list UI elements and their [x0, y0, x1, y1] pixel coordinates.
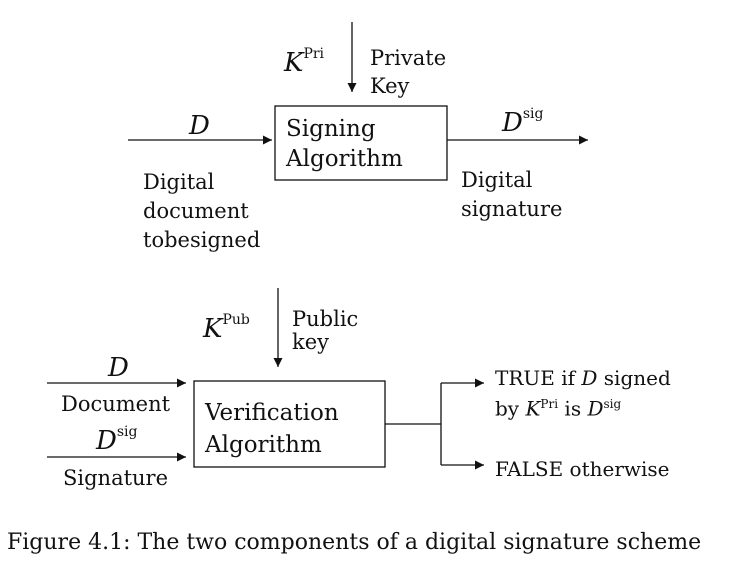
public-key-label-line1: Public — [292, 307, 359, 331]
signature-input-symbol: Dsig — [96, 424, 138, 456]
signing-output-symbol: Dsig — [502, 106, 544, 138]
signing-output-label-line1: Digital — [461, 168, 533, 192]
private-key-symbol: KPri — [284, 46, 325, 78]
verification-box-label-line1: Verification — [205, 400, 339, 426]
signing-input-label-line1: Digital — [143, 170, 215, 194]
signing-box-label-line1: Signing — [286, 116, 376, 142]
public-key-symbol: KPub — [203, 312, 250, 344]
document-input-symbol: D — [108, 353, 129, 383]
public-key-label-line2: key — [292, 330, 330, 354]
private-key-label-line1: Private — [370, 46, 447, 70]
signing-input-symbol: D — [189, 111, 210, 141]
figure-caption: Figure 4.1: The two components of a digi… — [7, 530, 702, 555]
document-input-label: Document — [61, 392, 171, 416]
signature-input-label: Signature — [63, 466, 169, 490]
false-result-label: FALSE otherwise — [495, 457, 670, 481]
verification-box-label-line2: Algorithm — [205, 432, 322, 458]
signing-output-label-line2: signature — [461, 197, 563, 221]
private-key-label-line2: Key — [370, 74, 410, 98]
signing-algorithm-box — [274, 105, 448, 181]
true-result-label: TRUE if D signed by KPri is Dsig — [495, 366, 671, 421]
signing-box-label-line2: Algorithm — [286, 146, 403, 172]
signing-input-label-line3: tobesigned — [143, 228, 261, 252]
signing-input-label-line2: document — [143, 199, 249, 223]
